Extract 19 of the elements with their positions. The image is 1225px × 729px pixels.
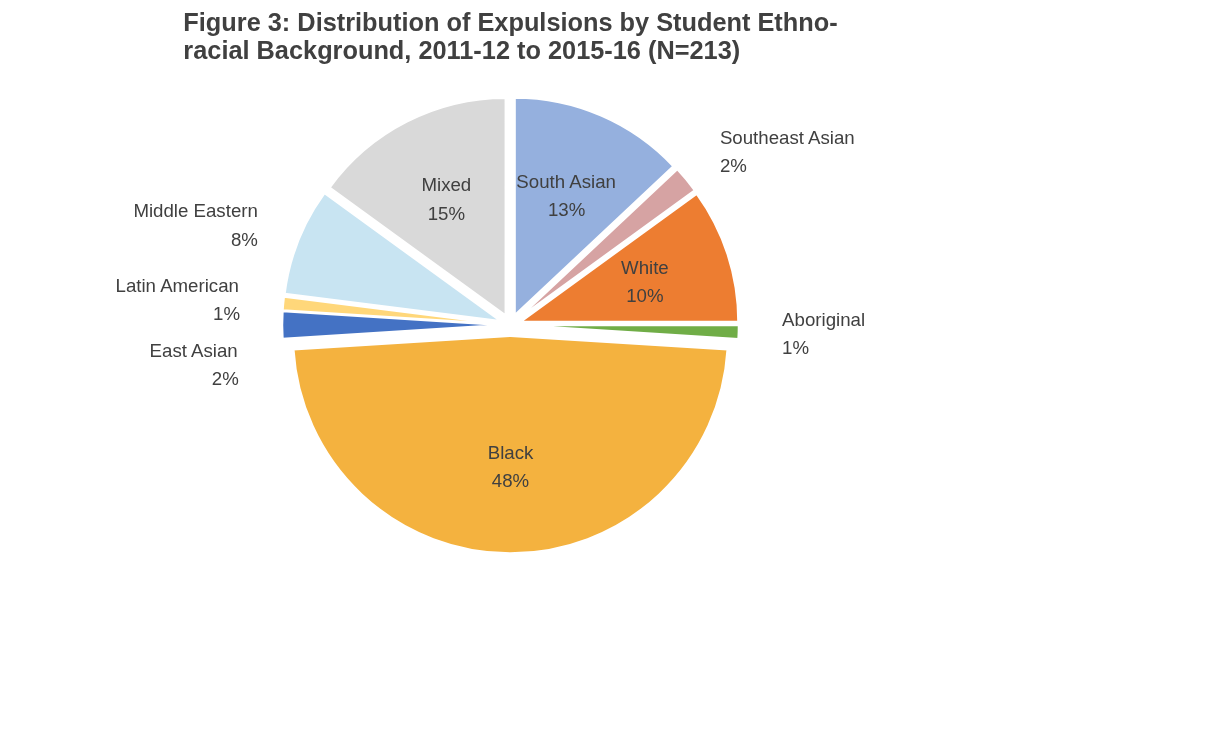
chart-title: Figure 3: Distribution of Expulsions by Student Ethno- racial Background, 2011-12 to 2015-16 (N=213) xyxy=(183,7,838,64)
slice-label: White xyxy=(621,256,669,278)
data-label: 2% xyxy=(719,155,747,177)
slice-label: Latin American xyxy=(115,274,239,296)
slice-label: Black xyxy=(487,441,534,463)
slice-label: Middle Eastern xyxy=(133,200,258,222)
data-label: 15% xyxy=(427,202,466,224)
data-label: 2% xyxy=(211,368,239,390)
slice-label: Southeast Asian xyxy=(719,127,855,149)
data-label: 1% xyxy=(213,303,240,325)
slice-label: East Asian xyxy=(149,340,238,362)
data-label: 48% xyxy=(491,469,530,491)
data-label: 13% xyxy=(547,198,586,220)
data-label: 8% xyxy=(230,228,258,250)
data-label: 10% xyxy=(626,284,664,306)
slice-label: South Asian xyxy=(516,170,616,192)
data-label: 1% xyxy=(782,337,810,359)
slice-label: Aboriginal xyxy=(782,308,866,330)
slice-label: Mixed xyxy=(421,174,472,196)
